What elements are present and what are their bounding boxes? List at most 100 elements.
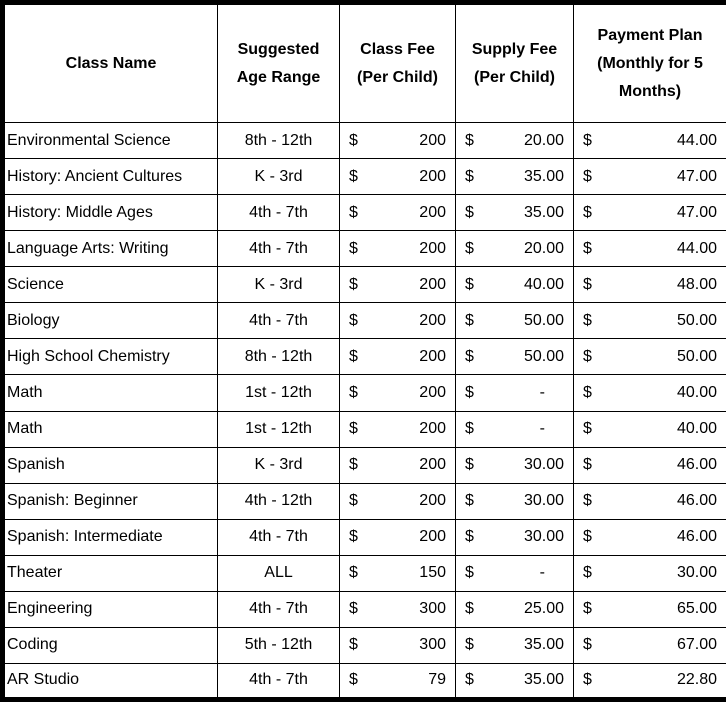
supply-fee-amount: - bbox=[539, 420, 545, 438]
column-header-class-fee: Class Fee (Per Child) bbox=[339, 2, 456, 123]
table-row: Engineering 4th - 7th $ 300 $ 25.00 $ 65… bbox=[2, 590, 726, 628]
payment-plan-amount: 47.00 bbox=[676, 167, 717, 185]
age-range-cell: 8th - 12th bbox=[217, 338, 340, 376]
class-name-cell: Biology bbox=[2, 302, 218, 340]
class-fee-amount: 200 bbox=[419, 456, 446, 474]
class-name-cell: Science bbox=[2, 266, 218, 304]
dollar-sign: $ bbox=[349, 420, 358, 438]
dollar-sign: $ bbox=[583, 311, 592, 329]
age-range-cell: 4th - 7th bbox=[217, 590, 340, 628]
payment-plan-cell: $ 67.00 bbox=[573, 626, 726, 664]
dollar-sign: $ bbox=[465, 420, 474, 438]
supply-fee-cell: $ 30.00 bbox=[455, 482, 574, 520]
class-fee-cell: $ 300 bbox=[339, 626, 456, 664]
payment-plan-cell: $ 44.00 bbox=[573, 121, 726, 160]
table-row: Science K - 3rd $ 200 $ 40.00 $ 48.00 bbox=[2, 266, 726, 304]
payment-plan-cell: $ 48.00 bbox=[573, 266, 726, 304]
payment-plan-cell: $ 30.00 bbox=[573, 554, 726, 592]
dollar-sign: $ bbox=[349, 636, 358, 654]
class-fee-amount: 200 bbox=[419, 239, 446, 257]
column-header-age-range: Suggested Age Range bbox=[217, 2, 340, 123]
dollar-sign: $ bbox=[583, 564, 592, 582]
payment-plan-cell: $ 65.00 bbox=[573, 590, 726, 628]
supply-fee-cell: $ 20.00 bbox=[455, 230, 574, 268]
table-row: AR Studio 4th - 7th $ 79 $ 35.00 $ 22.80 bbox=[2, 662, 726, 701]
dollar-sign: $ bbox=[349, 564, 358, 582]
class-fee-amount: 79 bbox=[428, 671, 446, 689]
dollar-sign: $ bbox=[349, 275, 358, 293]
dollar-sign: $ bbox=[465, 636, 474, 654]
payment-plan-amount: 40.00 bbox=[676, 383, 717, 401]
supply-fee-amount: 50.00 bbox=[523, 311, 564, 329]
payment-plan-amount: 44.00 bbox=[676, 239, 717, 257]
payment-plan-amount: 47.00 bbox=[676, 203, 717, 221]
column-header-supply-fee: Supply Fee (Per Child) bbox=[455, 2, 574, 123]
class-fee-cell: $ 200 bbox=[339, 230, 456, 268]
dollar-sign: $ bbox=[583, 600, 592, 618]
supply-fee-cell: $ 35.00 bbox=[455, 158, 574, 196]
class-fee-amount: 150 bbox=[419, 564, 446, 582]
column-header-payment-plan: Payment Plan (Monthly for 5 Months) bbox=[573, 2, 726, 123]
dollar-sign: $ bbox=[583, 528, 592, 546]
payment-plan-cell: $ 46.00 bbox=[573, 518, 726, 556]
supply-fee-amount: - bbox=[539, 564, 545, 582]
class-fee-cell: $ 200 bbox=[339, 266, 456, 304]
class-name-cell: Theater bbox=[2, 554, 218, 592]
supply-fee-amount: - bbox=[539, 383, 545, 401]
supply-fee-cell: $ - bbox=[455, 410, 574, 448]
supply-fee-amount: 30.00 bbox=[523, 492, 564, 510]
class-fee-amount: 200 bbox=[419, 528, 446, 546]
payment-plan-cell: $ 46.00 bbox=[573, 482, 726, 520]
dollar-sign: $ bbox=[465, 528, 474, 546]
table-row: Spanish: Intermediate 4th - 7th $ 200 $ … bbox=[2, 518, 726, 556]
payment-plan-cell: $ 40.00 bbox=[573, 374, 726, 412]
class-fee-amount: 200 bbox=[419, 131, 446, 149]
class-fee-amount: 300 bbox=[419, 636, 446, 654]
supply-fee-amount: 20.00 bbox=[523, 131, 564, 149]
supply-fee-amount: 25.00 bbox=[523, 600, 564, 618]
payment-plan-cell: $ 40.00 bbox=[573, 410, 726, 448]
age-range-cell: 4th - 7th bbox=[217, 194, 340, 232]
dollar-sign: $ bbox=[349, 311, 358, 329]
payment-plan-amount: 65.00 bbox=[676, 600, 717, 618]
class-fee-amount: 200 bbox=[419, 311, 446, 329]
dollar-sign: $ bbox=[583, 420, 592, 438]
payment-plan-cell: $ 50.00 bbox=[573, 338, 726, 376]
age-range-cell: K - 3rd bbox=[217, 446, 340, 484]
table-row: History: Ancient Cultures K - 3rd $ 200 … bbox=[2, 158, 726, 196]
class-name-cell: Math bbox=[2, 410, 218, 448]
class-fee-cell: $ 200 bbox=[339, 410, 456, 448]
table-row: Biology 4th - 7th $ 200 $ 50.00 $ 50.00 bbox=[2, 302, 726, 340]
dollar-sign: $ bbox=[465, 275, 474, 293]
supply-fee-cell: $ 50.00 bbox=[455, 302, 574, 340]
dollar-sign: $ bbox=[349, 528, 358, 546]
payment-plan-amount: 30.00 bbox=[676, 564, 717, 582]
column-header-class-name: Class Name bbox=[2, 2, 218, 123]
class-name-cell: Environmental Science bbox=[2, 121, 218, 160]
table-row: High School Chemistry 8th - 12th $ 200 $… bbox=[2, 338, 726, 376]
age-range-cell: 1st - 12th bbox=[217, 410, 340, 448]
age-range-cell: 5th - 12th bbox=[217, 626, 340, 664]
age-range-cell: 4th - 7th bbox=[217, 302, 340, 340]
dollar-sign: $ bbox=[583, 167, 592, 185]
dollar-sign: $ bbox=[349, 492, 358, 510]
dollar-sign: $ bbox=[583, 456, 592, 474]
supply-fee-cell: $ 40.00 bbox=[455, 266, 574, 304]
payment-plan-amount: 44.00 bbox=[676, 131, 717, 149]
age-range-cell: 8th - 12th bbox=[217, 121, 340, 160]
supply-fee-cell: $ - bbox=[455, 374, 574, 412]
supply-fee-cell: $ 30.00 bbox=[455, 446, 574, 484]
class-fee-cell: $ 200 bbox=[339, 446, 456, 484]
dollar-sign: $ bbox=[583, 275, 592, 293]
payment-plan-amount: 46.00 bbox=[676, 492, 717, 510]
age-range-cell: K - 3rd bbox=[217, 266, 340, 304]
class-fee-amount: 200 bbox=[419, 420, 446, 438]
table-row: Math 1st - 12th $ 200 $ - $ 40.00 bbox=[2, 374, 726, 412]
table-row: Math 1st - 12th $ 200 $ - $ 40.00 bbox=[2, 410, 726, 448]
class-name-cell: Coding bbox=[2, 626, 218, 664]
payment-plan-amount: 50.00 bbox=[676, 347, 717, 365]
dollar-sign: $ bbox=[465, 492, 474, 510]
class-fee-amount: 200 bbox=[419, 492, 446, 510]
class-fee-cell: $ 150 bbox=[339, 554, 456, 592]
class-name-cell: Language Arts: Writing bbox=[2, 230, 218, 268]
